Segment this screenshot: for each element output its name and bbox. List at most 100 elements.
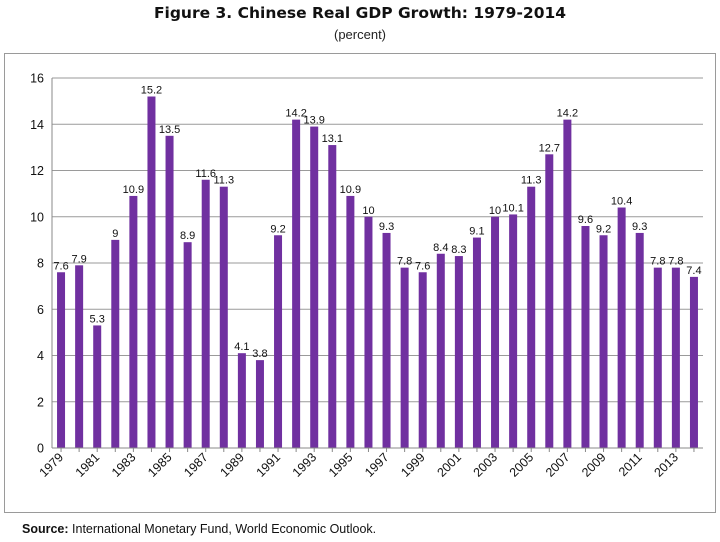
bar [472, 237, 481, 448]
y-tick-label: 4 [37, 349, 44, 363]
y-tick-label: 8 [37, 257, 44, 271]
data-label: 10.9 [340, 184, 361, 196]
bar [111, 239, 120, 449]
data-label: 9 [112, 228, 118, 240]
x-tick-label: 1999 [398, 450, 428, 480]
bar [635, 232, 644, 448]
data-label: 9.1 [469, 226, 484, 238]
data-label: 9.2 [270, 223, 285, 235]
data-label: 4.1 [234, 341, 249, 353]
bar [346, 195, 355, 448]
x-tick-label: 2011 [616, 450, 645, 479]
y-tick-label: 16 [30, 72, 44, 86]
source-note: Source: International Monetary Fund, Wor… [22, 522, 376, 536]
y-tick-label: 10 [30, 210, 44, 224]
data-label: 8.3 [451, 244, 466, 256]
bar [400, 267, 409, 449]
data-label: 10.9 [123, 184, 144, 196]
data-label: 13.1 [322, 133, 343, 145]
chart-frame [4, 53, 716, 513]
data-label: 13.9 [303, 115, 324, 127]
x-tick-label: 1987 [181, 450, 211, 480]
x-tick-label: 1991 [254, 450, 284, 480]
data-label: 14.2 [285, 108, 306, 120]
data-label: 5.3 [90, 313, 105, 325]
bar [201, 179, 210, 448]
data-label: 14.2 [557, 108, 578, 120]
y-tick-label: 12 [30, 164, 44, 178]
data-label: 13.5 [159, 124, 180, 136]
x-tick-label: 2007 [543, 450, 573, 480]
bar [129, 195, 138, 448]
data-label: 15.2 [141, 85, 162, 97]
x-tick-label: 1995 [326, 450, 356, 480]
data-label: 7.8 [397, 256, 412, 268]
source-label: Source: [22, 522, 69, 536]
chart-title: Figure 3. Chinese Real GDP Growth: 1979-… [153, 4, 567, 22]
bar [581, 226, 590, 448]
data-label: 9.3 [379, 221, 394, 233]
y-tick-label: 6 [37, 303, 44, 317]
bar [436, 253, 445, 448]
data-label: 9.2 [596, 223, 611, 235]
x-tick-label: 2003 [471, 450, 501, 480]
data-label: 11.6 [195, 168, 216, 180]
bar [219, 186, 228, 448]
x-tick-label: 1985 [145, 450, 175, 480]
bar [491, 216, 500, 448]
bar [671, 267, 680, 449]
data-label: 7.8 [650, 256, 665, 268]
data-label: 10 [489, 205, 501, 217]
bar [255, 360, 264, 449]
x-tick-label: 1989 [217, 450, 247, 480]
bar [75, 265, 84, 448]
bar [599, 235, 608, 448]
bar [418, 272, 427, 448]
data-labels: 7.67.95.3910.915.213.58.911.611.34.13.89… [53, 85, 701, 361]
gridlines [52, 77, 703, 403]
x-tick-label: 2009 [579, 450, 609, 480]
x-tick-label: 2001 [434, 450, 464, 480]
x-tick-label: 1981 [73, 450, 103, 480]
data-label: 7.8 [668, 256, 683, 268]
data-label: 10 [362, 205, 374, 217]
bar [563, 119, 572, 449]
y-tick-label: 14 [30, 118, 44, 132]
x-tick-label: 2005 [507, 450, 537, 480]
data-label: 7.4 [686, 265, 701, 277]
source-text: International Monetary Fund, World Econo… [72, 522, 377, 536]
y-tick-label: 0 [37, 442, 44, 456]
bar [689, 276, 698, 449]
bar [382, 232, 391, 448]
data-label: 3.8 [252, 348, 267, 360]
data-label: 8.9 [180, 230, 195, 242]
x-tick-label: 1997 [362, 450, 392, 480]
data-label: 8.4 [433, 242, 448, 254]
data-label: 12.7 [539, 142, 560, 154]
bar [93, 325, 102, 448]
x-tick-label: 1993 [290, 450, 320, 480]
bar [147, 96, 156, 448]
bar [183, 242, 192, 448]
bar [454, 256, 463, 448]
data-label: 9.3 [632, 221, 647, 233]
bar [617, 207, 626, 448]
y-tick-label: 2 [37, 395, 44, 409]
bar [328, 145, 337, 448]
bar [292, 119, 301, 449]
bar [57, 272, 66, 448]
data-label: 7.6 [53, 260, 68, 272]
data-label: 10.1 [502, 202, 523, 214]
bar [509, 214, 518, 448]
bar [527, 186, 536, 448]
data-label: 11.3 [521, 175, 542, 187]
bar [364, 216, 373, 448]
data-label: 9.6 [578, 214, 593, 226]
data-label: 7.6 [415, 260, 430, 272]
data-label: 10.4 [611, 196, 632, 208]
bar [545, 154, 554, 448]
data-label: 11.3 [213, 175, 234, 187]
x-tick-label: 1983 [109, 450, 139, 480]
bar [653, 267, 662, 449]
bar [310, 126, 319, 448]
